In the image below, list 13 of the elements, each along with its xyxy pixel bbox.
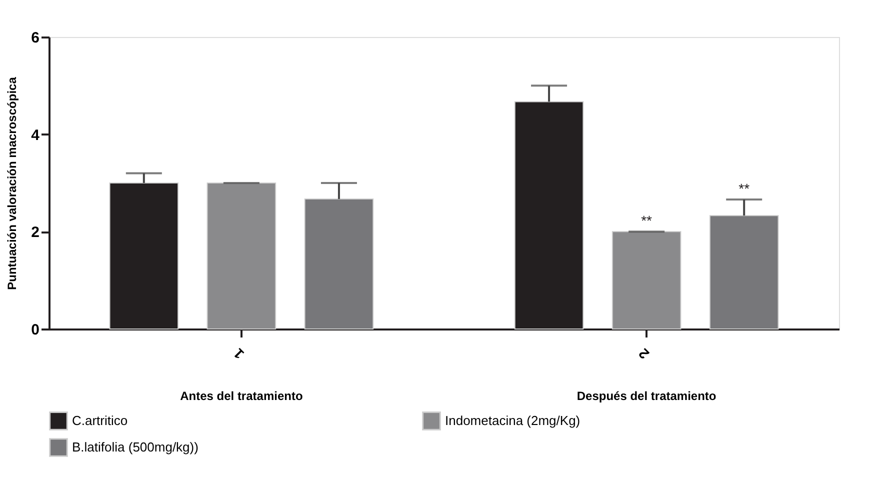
y-tick-label: 4 — [31, 126, 40, 144]
legend-label: Indometacina (2mg/Kg) — [445, 412, 580, 428]
data-label: ** — [738, 180, 750, 197]
y-tick-label: 6 — [31, 30, 40, 46]
legend-label: B.latifolia (500mg/kg)) — [72, 440, 198, 454]
y-axis-title: Puntuación valoración macroscópica — [5, 76, 20, 290]
x-tick-label: 1 — [230, 345, 247, 362]
text: Después del tratamiento — [576, 389, 716, 403]
y-tick-label: 2 — [31, 224, 40, 242]
text: Antes del tratamiento — [180, 389, 303, 403]
legend-label: C.artritico — [72, 412, 128, 428]
y-tick-label: 0 — [31, 322, 40, 338]
data-label: ** — [641, 212, 653, 229]
